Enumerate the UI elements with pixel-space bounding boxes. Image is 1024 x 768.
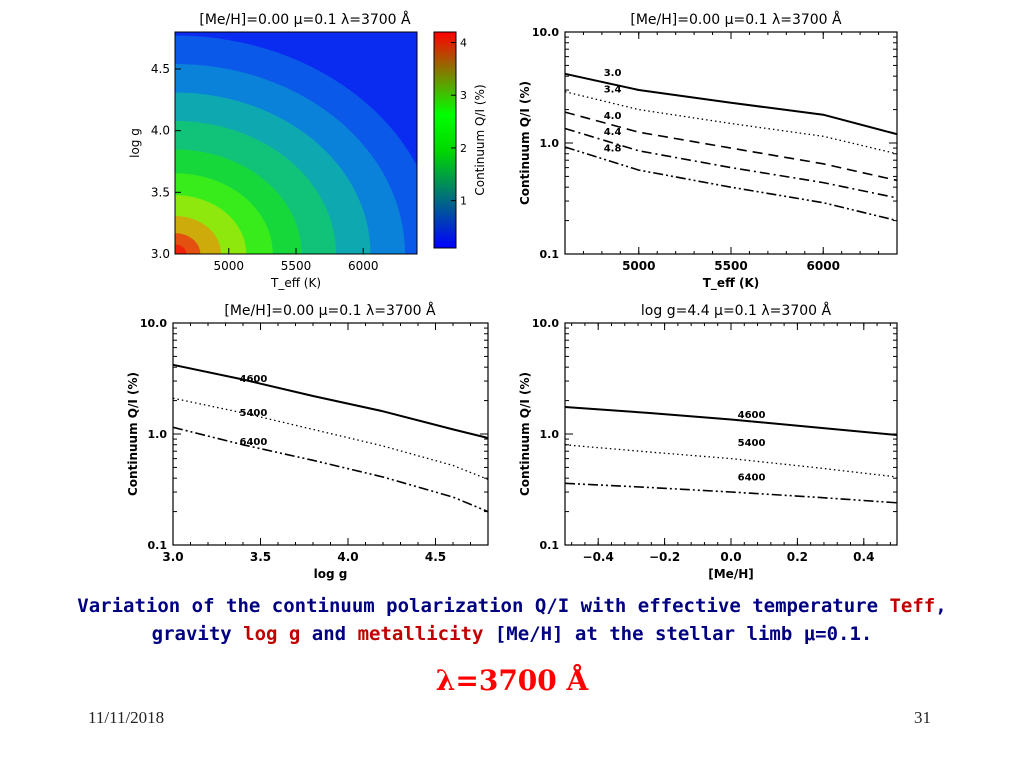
series-label-3.0: 3.0	[604, 68, 622, 79]
x-tick-label: 3.5	[250, 550, 271, 564]
y-tick-label: 1.0	[540, 137, 560, 150]
chart-vs-meh: −0.4 −0.2 0.0 0.2 0.4 0.1 1.0 10.0 [Me/H] Continu…	[518, 317, 898, 581]
heatmap-gradient-bands	[175, 35, 417, 254]
x-tick-label: 5000	[622, 259, 655, 273]
x-axis-label: log g	[314, 567, 348, 581]
colorbar-tick-label: 3	[460, 89, 467, 102]
caption-text-5: [Me/H] at the stellar limb μ=0.1.	[483, 623, 873, 645]
heatmap-x-axis-label: T_eff (K)	[270, 276, 321, 290]
x-axis-label: T_eff (K)	[703, 276, 760, 291]
y-tick-label: 10.0	[140, 317, 167, 330]
series-label-6400: 6400	[738, 473, 766, 484]
y-tick-label: 0.1	[540, 248, 560, 261]
figure-caption: Variation of the continuum polarization …	[40, 592, 984, 648]
x-tick-label: 0.2	[787, 550, 808, 564]
series-line-4600	[564, 406, 898, 436]
colorbar-tick-label: 4	[460, 37, 467, 50]
colorbar-tick-label: 1	[460, 195, 467, 208]
y-axis-label: Continuum Q/I (%)	[518, 81, 532, 205]
series-line-3.0	[564, 72, 898, 136]
heatmap-y-tick-label: 4.5	[151, 62, 170, 76]
x-tick-label: 5500	[714, 259, 747, 273]
x-axis-label: [Me/H]	[708, 567, 753, 581]
chart-vs-logg: 3.0 3.5 4.0 4.5 0.1 1.0 10.0 log g Continuum Q/I…	[126, 317, 489, 581]
y-tick-label: 1.0	[148, 428, 168, 441]
colorbar-tick-label: 2	[460, 142, 467, 155]
chart-title-vs-teff: [Me/H]=0.00 μ=0.1 λ=3700 Å	[630, 11, 842, 28]
y-tick-label: 10.0	[532, 317, 559, 330]
y-tick-label: 0.1	[540, 539, 560, 552]
x-tick-label: 0.4	[853, 550, 874, 564]
y-tick-label: 0.1	[148, 539, 168, 552]
series-line-6400	[172, 426, 489, 513]
x-tick-label: 3.0	[162, 550, 183, 564]
series-line-3.4	[564, 91, 898, 155]
heatmap-x-tick-label: 5500	[281, 259, 312, 273]
series-line-4.8	[564, 146, 898, 222]
series-label-4.0: 4.0	[604, 111, 622, 122]
series-line-5400	[172, 397, 489, 481]
series-label-5400: 5400	[738, 438, 766, 449]
caption-text-4: and	[300, 623, 358, 645]
heatmap-y-tick-label: 4.0	[151, 124, 170, 138]
heatmap-x-tick-label: 5000	[214, 259, 245, 273]
series-label-5400: 5400	[240, 408, 268, 419]
caption-text-1: Variation of the continuum polarization …	[77, 595, 890, 617]
x-tick-label: 4.0	[337, 550, 358, 564]
heatmap-band	[175, 244, 187, 254]
heatmap-x-tick-label: 6000	[348, 259, 379, 273]
series-line-5400	[564, 444, 898, 478]
wavelength-label: λ=3700 Å	[435, 664, 589, 697]
chart-vs-teff: 5000 5500 6000 0.1 1.0 10.0 T_eff (K) Continuum…	[518, 26, 898, 291]
plot-frame	[172, 322, 489, 546]
x-tick-label: −0.2	[649, 550, 680, 564]
chart-panels: 5000 5500 6000 3.0 3.5 4.0 4.5 T_eff (K) log g 1 2…	[126, 11, 898, 581]
colorbar-label: Continuum Q/I (%)	[473, 84, 487, 195]
y-axis-label: Continuum Q/I (%)	[518, 372, 532, 496]
caption-highlight-metallicity: metallicity	[357, 623, 484, 645]
series-label-4600: 4600	[738, 410, 766, 421]
heatmap-y-axis-label: log g	[128, 128, 142, 158]
series-line-4.4	[564, 127, 898, 199]
x-tick-label: −0.4	[583, 550, 614, 564]
heatmap-field	[175, 32, 417, 254]
caption-text-2: ,	[935, 595, 947, 617]
x-tick-label: 6000	[807, 259, 840, 273]
y-tick-label: 10.0	[532, 26, 559, 39]
series-label-4.4: 4.4	[604, 127, 622, 138]
y-axis-label: Continuum Q/I (%)	[126, 372, 140, 496]
y-tick-label: 1.0	[540, 428, 560, 441]
plot-frame	[564, 322, 898, 546]
heatmap-y-tick-label: 3.5	[151, 185, 170, 199]
series-line-6400	[564, 482, 898, 504]
chart-title-vs-logg: [Me/H]=0.00 μ=0.1 λ=3700 Å	[224, 302, 436, 319]
caption-highlight-logg: log g	[243, 623, 301, 645]
slide-number: 31	[914, 708, 931, 727]
chart-title-heatmap: [Me/H]=0.00 μ=0.1 λ=3700 Å	[199, 11, 411, 28]
series-line-4.0	[564, 111, 898, 182]
series-label-4.8: 4.8	[604, 143, 622, 154]
footer-date: 11/11/2018	[88, 708, 165, 727]
caption-text-3: gravity	[151, 623, 244, 645]
series-label-6400: 6400	[240, 437, 268, 448]
chart-title-vs-meh: log g=4.4 μ=0.1 λ=3700 Å	[641, 302, 832, 319]
series-line-4600	[172, 363, 489, 439]
x-tick-label: 4.5	[425, 550, 446, 564]
x-tick-label: 0.0	[720, 550, 741, 564]
caption-highlight-teff: Teff	[889, 595, 936, 617]
series-label-4600: 4600	[240, 374, 268, 385]
series-label-3.4: 3.4	[604, 85, 622, 96]
heatmap-y-tick-label: 3.0	[151, 247, 170, 261]
colorbar	[433, 31, 457, 249]
